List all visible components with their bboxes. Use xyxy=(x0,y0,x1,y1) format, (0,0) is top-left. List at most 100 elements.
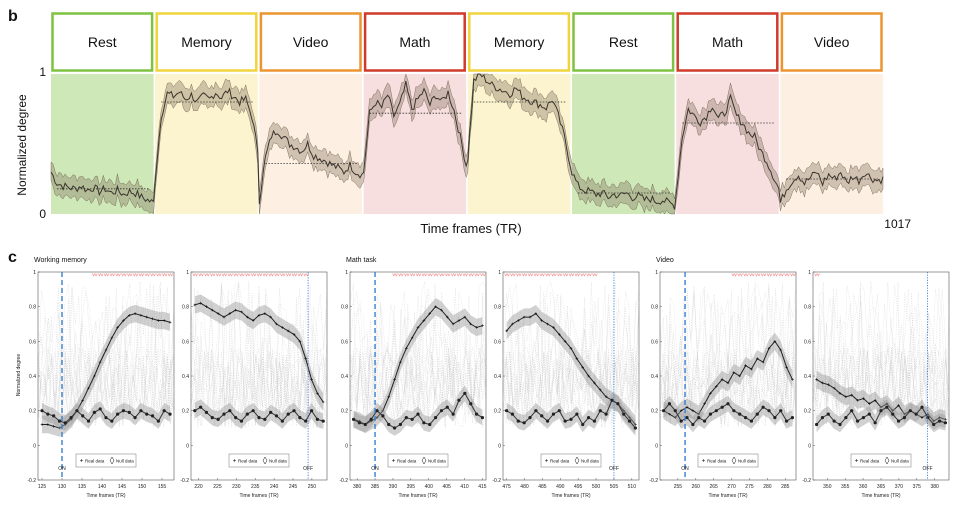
significance-marker xyxy=(132,273,136,277)
null-point xyxy=(679,419,683,423)
significance-marker xyxy=(814,273,818,277)
significance-marker xyxy=(565,273,569,277)
real-point xyxy=(755,357,759,360)
null-point xyxy=(540,414,544,418)
real-point xyxy=(127,314,131,317)
significance-marker xyxy=(235,273,239,277)
real-band xyxy=(663,332,793,427)
null-point xyxy=(832,419,836,423)
significance-marker xyxy=(439,273,443,277)
x-tick-label: 220 xyxy=(194,484,203,490)
x-tick-label: 260 xyxy=(692,484,701,490)
null-point xyxy=(392,426,397,430)
null-point xyxy=(598,409,602,413)
legend-null-label: Null data xyxy=(116,459,134,464)
significance-marker xyxy=(524,273,528,277)
x-tick-label: 500 xyxy=(592,484,601,490)
significance-marker xyxy=(117,273,121,277)
x-axis-label: Time frames (TR) xyxy=(399,493,438,499)
x-tick-label: 485 xyxy=(538,484,547,490)
significance-marker xyxy=(206,273,210,277)
null-trace xyxy=(812,286,950,419)
y-tick-label: 0.6 xyxy=(494,339,501,345)
significance-marker xyxy=(739,273,743,277)
null-point xyxy=(428,422,432,427)
task-background-memory xyxy=(467,74,571,214)
significance-marker xyxy=(412,273,416,277)
significance-marker xyxy=(757,273,761,277)
null-point xyxy=(193,409,197,413)
real-point xyxy=(685,405,689,409)
real-point xyxy=(116,326,119,329)
task-box-video xyxy=(259,12,362,72)
real-point xyxy=(691,409,695,412)
significance-marker xyxy=(424,273,428,277)
null-point xyxy=(139,409,143,413)
null-trace xyxy=(659,283,797,425)
null-point xyxy=(790,416,795,420)
null-trace xyxy=(37,347,175,427)
real-point xyxy=(856,398,859,402)
null-point xyxy=(404,416,408,420)
legend-null-label: Null data xyxy=(738,459,756,464)
null-point xyxy=(516,419,520,423)
y-tick-label: 0 xyxy=(808,443,811,449)
x-tick-label: 265 xyxy=(710,484,719,490)
real-point xyxy=(162,319,166,322)
null-point xyxy=(274,414,279,418)
legend-real-label: Real data xyxy=(238,459,258,464)
null-point xyxy=(575,412,579,416)
significance-marker xyxy=(247,273,251,277)
null-trace xyxy=(812,347,950,420)
event-label-on: ON xyxy=(371,466,379,472)
x-tick-label: 400 xyxy=(425,484,434,490)
legend-real-marker xyxy=(545,459,548,462)
null-point xyxy=(433,416,438,420)
x-axis-label: Time frames (TR) xyxy=(552,493,591,499)
null-point xyxy=(387,422,391,427)
real-point xyxy=(563,340,567,343)
task-label-math: Math xyxy=(399,34,430,50)
significance-marker xyxy=(510,273,514,277)
real-point xyxy=(897,404,900,407)
significance-marker xyxy=(92,273,96,277)
real-band xyxy=(353,298,483,434)
significance-marker xyxy=(447,273,451,277)
null-band xyxy=(816,399,946,433)
null-trace xyxy=(502,282,640,429)
panel-c-charts: Working memory ON Real data Null data -0.2 0 0… xyxy=(27,257,950,499)
null-point xyxy=(199,405,203,409)
significance-marker xyxy=(577,273,581,277)
significance-marker xyxy=(731,273,735,277)
null-point xyxy=(814,422,819,427)
legend-box xyxy=(387,453,449,468)
significance-marker xyxy=(527,273,531,277)
real-point xyxy=(422,319,426,322)
null-point xyxy=(685,416,689,420)
real-point xyxy=(145,315,149,319)
x-axis-label: Time frames (TR) xyxy=(240,493,279,499)
null-point xyxy=(422,421,426,425)
real-point xyxy=(505,329,508,333)
real-point xyxy=(938,416,941,419)
significance-marker xyxy=(291,273,295,277)
null-point xyxy=(743,416,748,420)
real-point xyxy=(286,329,290,333)
x-tick-label: 135 xyxy=(78,484,87,490)
real-point xyxy=(867,402,871,406)
x-tick-label: 125 xyxy=(38,484,47,490)
significance-marker xyxy=(769,273,773,277)
real-point xyxy=(98,360,102,364)
real-point xyxy=(269,315,272,319)
y-tick-label: 0 xyxy=(498,443,501,449)
legend-real-marker xyxy=(855,459,858,462)
real-point xyxy=(210,308,214,312)
legend-box xyxy=(697,453,759,468)
x-tick-label: 370 xyxy=(895,484,904,490)
significance-marker xyxy=(106,273,110,277)
null-point xyxy=(321,419,325,423)
y-tick-label: 0.6 xyxy=(29,339,36,345)
null-point xyxy=(826,412,830,416)
significance-marker xyxy=(539,273,543,277)
x-tick-label: 355 xyxy=(841,484,850,490)
